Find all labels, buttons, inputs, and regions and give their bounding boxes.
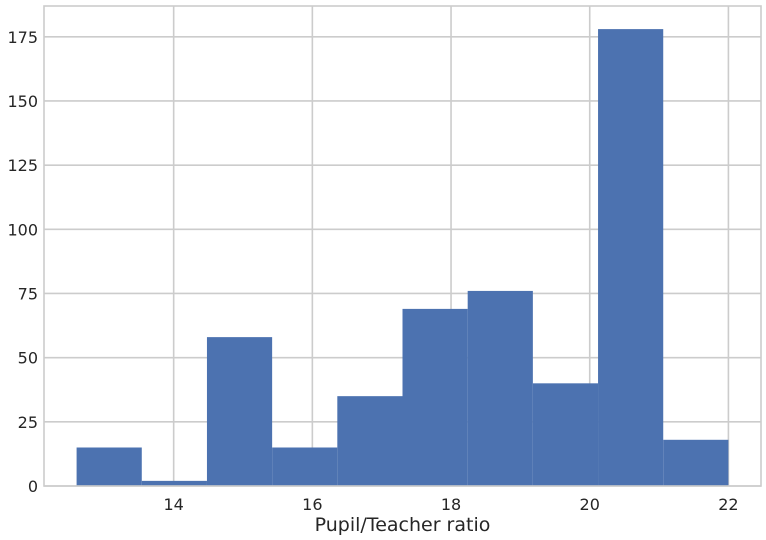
x-axis-label: Pupil/Teacher ratio (315, 514, 491, 536)
y-tick-label-3: 75 (18, 284, 38, 303)
y-tick-labels: 0 25 50 75 100 125 150 175 (7, 28, 38, 496)
bar-6 (467, 290, 533, 486)
x-tick-label-0: 14 (163, 495, 183, 514)
y-tick-label-6: 150 (7, 92, 38, 111)
bar-4 (337, 396, 403, 486)
plot-frame (43, 5, 762, 487)
bar-1 (141, 480, 207, 486)
x-tick-label-1: 16 (302, 495, 322, 514)
bar-5 (402, 308, 468, 486)
x-tick-label-4: 22 (718, 495, 738, 514)
plot-border (43, 5, 762, 487)
bar-7 (532, 383, 599, 486)
x-tick-label-3: 20 (580, 495, 600, 514)
y-tick-label-7: 175 (7, 28, 38, 47)
y-tick-label-0: 0 (28, 477, 38, 496)
bar-3 (272, 447, 338, 486)
bar-0 (76, 447, 142, 486)
bar-8 (598, 29, 664, 487)
bar-2 (206, 337, 273, 486)
y-tick-label-4: 100 (7, 220, 38, 239)
y-tick-label-2: 50 (18, 349, 38, 368)
y-tick-label-1: 25 (18, 413, 38, 432)
y-tick-label-5: 125 (7, 156, 38, 175)
bar-9 (663, 439, 729, 486)
x-tick-label-2: 18 (441, 495, 461, 514)
x-tick-labels: 14 16 18 20 22 (163, 495, 738, 514)
histogram-bars (76, 29, 729, 487)
